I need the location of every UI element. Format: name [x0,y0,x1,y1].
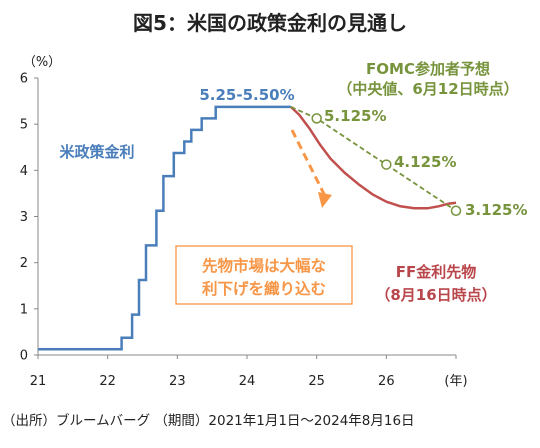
series-layer [38,105,462,351]
y-tick-label: 6 [20,72,28,87]
fomc-point-label-2: 4.125% [394,153,456,171]
y-tick-label: 3 [20,210,28,225]
x-tick-label: (年) [444,374,467,389]
futures-label: FF金利先物 [396,263,477,281]
market-note-box: 先物市場は大幅な 利下げを織り込む [175,245,353,305]
x-tick-label: 22 [99,374,116,389]
x-tick-label: 21 [30,374,47,389]
market-note-line-1: 先物市場は大幅な [202,256,326,275]
fomc-point-label-3: 3.125% [465,201,527,219]
market-note-arrow-head [318,192,332,208]
policy-rate-label: 米政策金利 [59,143,134,161]
y-tick-label: 4 [20,164,28,179]
x-tick-label: 26 [378,374,395,389]
x-tick-label: 25 [308,374,325,389]
chart-title: 図5：米国の政策金利の見通し [133,11,407,35]
market-note-arrow [290,129,332,208]
x-tick-label: 23 [169,374,186,389]
fomc-point-label-1: 5.125% [324,107,386,125]
series-line-ff-futures [290,105,457,210]
y-tick-label: 1 [20,302,28,317]
market-note-arrow-shaft [290,129,327,197]
x-axis-ticks: 21 22 23 24 25 26 (年) [30,355,468,389]
x-tick-label: 24 [239,374,256,389]
fomc-title: FOMC参加者予想 [366,60,490,78]
y-tick-label: 5 [20,118,28,133]
y-axis-ticks: 0 1 2 3 4 5 6 [20,72,38,364]
fomc-point [311,113,322,124]
market-note-line-2: 利下げを織り込む [202,279,326,298]
y-unit-label: （%） [23,55,61,70]
futures-date-label: （8月16日時点） [375,286,496,304]
fomc-point [450,205,462,216]
y-tick-label: 2 [20,256,28,271]
market-note-frame [175,245,353,305]
fomc-point [381,159,392,170]
source-note: （出所）ブルームバーグ （期間）2021年1月1日～2024年8月16日 [2,412,415,429]
series-line-fomc [290,106,457,212]
y-tick-label: 0 [20,349,28,364]
range-label: 5.25-5.50% [199,86,294,104]
fomc-subtitle: （中央値、6月12日時点） [337,80,518,98]
series-line-policy-rate [38,105,291,351]
